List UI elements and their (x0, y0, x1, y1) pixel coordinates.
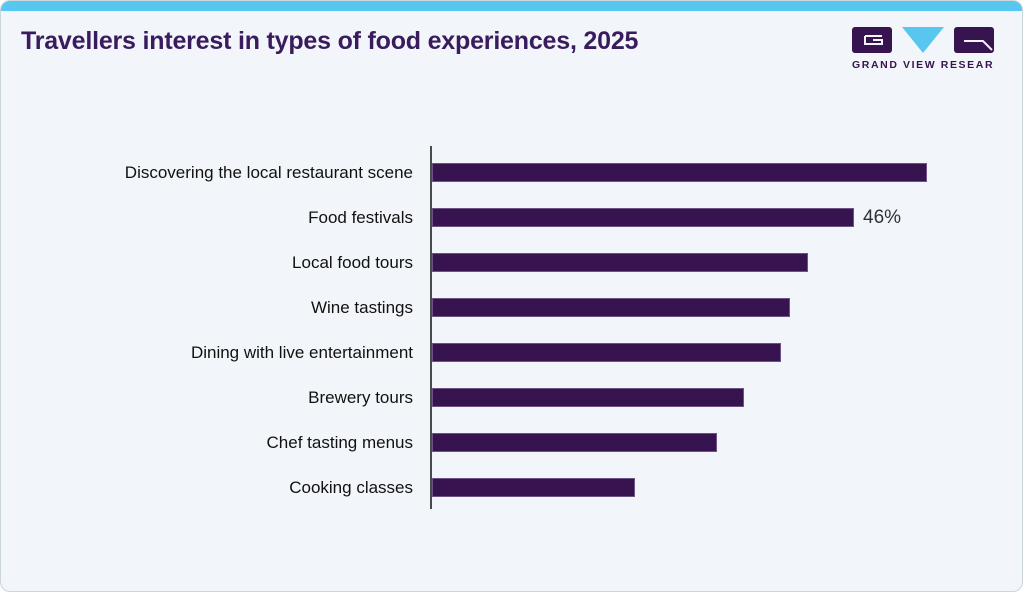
bar (432, 298, 790, 317)
category-label: Local food tours (292, 252, 413, 272)
bar (432, 433, 717, 452)
data-label: 46% (863, 206, 902, 228)
bar-row: Wine tastings (1, 285, 1022, 330)
top-accent-strip (1, 1, 1022, 11)
bar-row: Local food tours (1, 240, 1022, 285)
bar (432, 163, 927, 182)
y-axis-line (430, 146, 432, 509)
category-label: Wine tastings (310, 297, 413, 317)
bar (432, 343, 781, 362)
bar (432, 253, 808, 272)
chart-title: Travellers interest in types of food exp… (21, 27, 639, 55)
category-label: Food festivals (308, 207, 413, 227)
bar (432, 478, 635, 497)
brand-logo-text: GRAND VIEW RESEARCH (852, 59, 994, 71)
bar (432, 208, 854, 227)
bar-rows: Discovering the local restaurant scene Fo… (1, 150, 1022, 510)
brand-logo: GRAND VIEW RESEARCH (852, 27, 994, 71)
bar-row: Cooking classes (1, 465, 1022, 510)
bar (432, 388, 744, 407)
category-label: Brewery tours (308, 387, 413, 407)
bar-row: Discovering the local restaurant scene (1, 150, 1022, 195)
category-label: Chef tasting menus (266, 432, 413, 452)
category-label: Cooking classes (289, 477, 413, 497)
category-label: Discovering the local restaurant scene (124, 162, 413, 182)
bar-row: Brewery tours (1, 375, 1022, 420)
bar-row: Food festivals 46% (1, 195, 1022, 240)
bar-row: Chef tasting menus (1, 420, 1022, 465)
gvr-logo-icon: GRAND VIEW RESEARCH (852, 27, 994, 71)
category-label: Dining with live entertainment (190, 342, 413, 362)
bar-row: Dining with live entertainment (1, 330, 1022, 375)
